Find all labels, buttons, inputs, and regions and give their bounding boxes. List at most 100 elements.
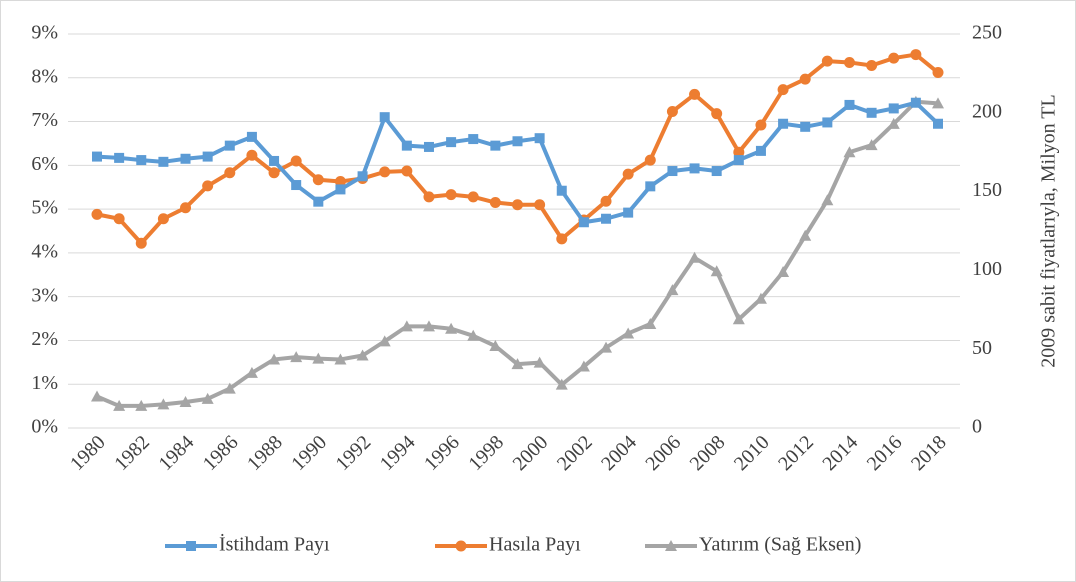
data-point bbox=[601, 213, 612, 224]
data-point bbox=[866, 60, 878, 72]
data-point bbox=[622, 327, 635, 339]
data-point bbox=[223, 382, 236, 394]
data-point bbox=[844, 99, 855, 110]
data-point bbox=[401, 140, 412, 151]
data-point bbox=[268, 167, 280, 179]
data-point bbox=[91, 208, 103, 220]
data-point bbox=[224, 167, 236, 179]
data-point bbox=[180, 202, 192, 214]
data-point bbox=[246, 149, 258, 161]
data-point bbox=[688, 251, 701, 263]
data-point bbox=[136, 155, 147, 166]
data-point bbox=[335, 184, 346, 195]
data-point bbox=[577, 360, 590, 372]
data-point bbox=[445, 189, 457, 201]
y-tick-label: 8% bbox=[31, 65, 58, 87]
data-point bbox=[667, 166, 678, 177]
data-point bbox=[334, 353, 347, 365]
legend-label: Yatırım (Sağ Eksen) bbox=[699, 534, 861, 556]
data-point bbox=[910, 97, 921, 108]
y2-tick-label: 150 bbox=[972, 179, 1002, 201]
data-point bbox=[357, 171, 368, 182]
data-point bbox=[179, 395, 192, 407]
data-point bbox=[312, 352, 325, 364]
y-tick-label: 7% bbox=[31, 109, 58, 131]
data-point bbox=[534, 199, 546, 211]
data-point bbox=[489, 340, 502, 352]
data-point bbox=[778, 118, 789, 129]
data-point bbox=[245, 366, 258, 378]
data-point bbox=[113, 399, 126, 411]
y2-axis-title: 2009 sabit fiyatlarıyla, Milyon TL bbox=[1038, 94, 1060, 367]
data-point bbox=[733, 155, 744, 166]
data-point bbox=[467, 329, 480, 341]
data-point bbox=[135, 237, 147, 249]
data-point bbox=[91, 390, 103, 402]
data-point bbox=[777, 265, 790, 277]
legend-label: Hasıla Payı bbox=[489, 534, 581, 556]
y2-tick-label: 250 bbox=[972, 22, 1002, 44]
data-point bbox=[379, 112, 390, 123]
y2-tick-label: 100 bbox=[972, 258, 1002, 280]
data-point bbox=[754, 292, 767, 304]
data-point bbox=[888, 52, 900, 64]
y2-tick-label: 0 bbox=[972, 416, 982, 438]
data-point bbox=[246, 131, 257, 142]
legend-marker bbox=[665, 540, 677, 551]
data-point bbox=[666, 105, 678, 117]
data-point bbox=[732, 313, 745, 325]
data-point bbox=[711, 166, 722, 177]
data-point bbox=[799, 73, 811, 85]
data-point bbox=[533, 356, 546, 368]
data-point bbox=[445, 322, 458, 334]
data-point bbox=[446, 137, 457, 148]
data-point bbox=[378, 335, 391, 347]
y-tick-label: 5% bbox=[31, 197, 58, 219]
data-point bbox=[843, 146, 856, 158]
data-point bbox=[644, 154, 656, 166]
data-point bbox=[887, 117, 900, 129]
data-point bbox=[512, 199, 523, 211]
data-point bbox=[888, 103, 899, 114]
data-point bbox=[423, 141, 434, 152]
y2-tick-label: 200 bbox=[972, 100, 1002, 122]
data-point bbox=[755, 119, 767, 131]
data-point bbox=[201, 392, 214, 404]
data-point bbox=[933, 118, 943, 129]
data-point bbox=[821, 55, 833, 67]
data-point bbox=[710, 265, 723, 277]
data-point bbox=[224, 140, 235, 151]
data-point bbox=[645, 181, 656, 192]
data-point bbox=[821, 194, 834, 206]
data-point bbox=[313, 196, 324, 207]
data-point bbox=[401, 165, 413, 177]
legend-marker bbox=[455, 540, 467, 552]
data-point bbox=[135, 399, 148, 411]
data-point bbox=[291, 180, 302, 191]
data-point bbox=[269, 155, 280, 166]
data-point bbox=[467, 191, 479, 203]
data-point bbox=[556, 233, 568, 245]
data-point bbox=[623, 207, 634, 218]
data-point bbox=[600, 195, 612, 207]
y-tick-label: 2% bbox=[31, 328, 58, 350]
data-point bbox=[180, 153, 191, 164]
data-point bbox=[158, 156, 169, 167]
y-tick-label: 0% bbox=[31, 416, 58, 438]
y-tick-label: 9% bbox=[31, 22, 58, 44]
data-point bbox=[755, 145, 766, 156]
data-point bbox=[157, 213, 169, 225]
data-point bbox=[490, 140, 501, 151]
data-point bbox=[290, 155, 302, 167]
data-point bbox=[800, 121, 811, 132]
data-point bbox=[843, 56, 855, 68]
data-point bbox=[556, 185, 567, 196]
data-point bbox=[799, 229, 812, 241]
data-point bbox=[866, 107, 877, 118]
data-point bbox=[512, 136, 523, 147]
data-point bbox=[865, 139, 878, 151]
data-point bbox=[92, 151, 102, 162]
data-point bbox=[534, 133, 545, 144]
